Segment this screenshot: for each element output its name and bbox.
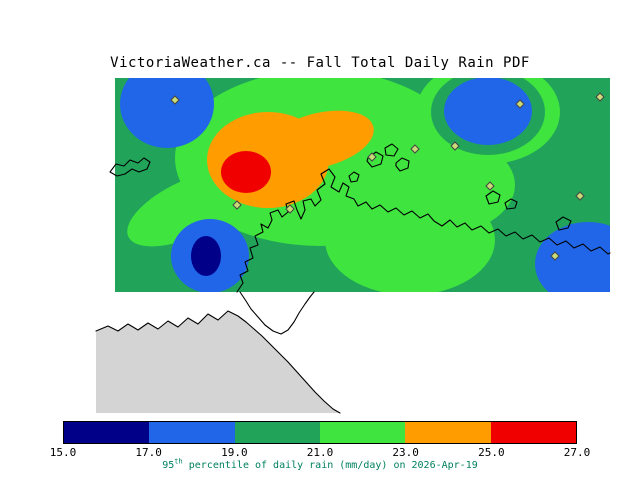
colorbar-segment-lightgreen [319, 422, 406, 443]
colorbar-tick-label: 21.0 [306, 446, 334, 459]
station-diamond-icon [367, 152, 377, 162]
colorbar-tick-label: 27.0 [563, 446, 591, 459]
station-diamond-icon [595, 92, 605, 102]
colorbar-segment-seagreen [234, 422, 320, 443]
colorbar-tick-label: 25.0 [478, 446, 505, 459]
station-diamond-icon [285, 204, 295, 214]
contour-orange-tail [266, 110, 374, 170]
station-diamond-icon [515, 99, 525, 109]
colorbar-caption: 95th percentile of daily rain (mm/day) o… [0, 457, 640, 471]
colorbar-tick-label: 17.0 [135, 446, 162, 459]
page-title: VictoriaWeather.ca -- Fall Total Daily R… [110, 55, 530, 71]
station-diamond-icon [232, 200, 242, 210]
contour-blue-northeast [444, 78, 532, 145]
station-diamond-icon [550, 251, 560, 261]
colorbar-tick-label: 15.0 [49, 446, 77, 459]
station-diamond-icon [170, 95, 180, 105]
station-diamond-icon [575, 191, 585, 201]
island-coastline [236, 168, 611, 293]
peninsula-coastline [95, 310, 341, 414]
colorbar-tick-label: 23.0 [392, 446, 419, 459]
caption-superscript: th [174, 457, 183, 466]
rain-contour-field [115, 78, 610, 292]
west-islet [109, 157, 151, 177]
cape-coastline [239, 291, 315, 335]
island-a [366, 151, 384, 168]
contour-red-maximum [221, 151, 271, 193]
station-diamond-icon [410, 144, 420, 154]
island-b [384, 143, 399, 157]
contour-blue-northwest [120, 78, 214, 148]
station-diamond-icon [450, 141, 460, 151]
colorbar-ticks: 15.0 17.0 19.0 21.0 23.0 25.0 27.0 [50, 446, 591, 459]
olympic-peninsula-land [96, 311, 340, 413]
colorbar-segment-orange [405, 422, 491, 443]
colorbar-segment-blue [149, 422, 235, 443]
colorbar [63, 421, 577, 444]
contour-blue-southeast [535, 222, 610, 292]
colorbar-segment-navy [64, 422, 150, 443]
colorbar-tick-label: 19.0 [221, 446, 248, 459]
station-markers [170, 92, 605, 261]
colorbar-segment-red [490, 422, 576, 443]
caption-suffix: percentile of daily rain (mm/day) on 202… [182, 460, 478, 471]
island-f [504, 198, 518, 210]
island-g [555, 216, 572, 231]
caption-prefix: 95 [162, 460, 175, 471]
contour-lightgreen-south [325, 185, 495, 292]
station-diamond-icon [485, 181, 495, 191]
island-d [348, 171, 360, 183]
colorbar-segments [64, 422, 576, 443]
island-c [395, 157, 410, 172]
contour-navy-minimum [191, 236, 221, 276]
island-e [485, 190, 501, 205]
coastlines [95, 143, 611, 414]
